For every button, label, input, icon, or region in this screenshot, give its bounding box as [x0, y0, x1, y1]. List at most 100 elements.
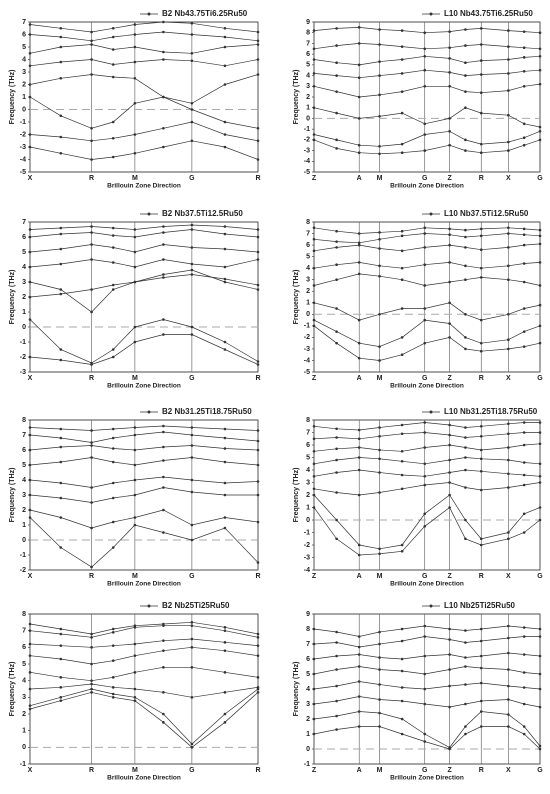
band-point	[190, 637, 194, 641]
y-tick-label: 2	[22, 81, 26, 88]
band-point	[538, 82, 542, 86]
y-tick-label: 4	[306, 467, 310, 474]
band-point	[90, 632, 93, 636]
y-tick-label: 2	[306, 492, 310, 499]
x-tick-label: M	[132, 767, 138, 774]
band-point	[522, 421, 526, 424]
x-tick-label: X	[28, 767, 33, 774]
band-line	[29, 445, 259, 451]
band-point	[90, 429, 93, 432]
band-point	[312, 29, 316, 32]
band-point	[312, 672, 316, 676]
band-point	[90, 691, 93, 694]
band-point	[256, 636, 260, 639]
band-point	[256, 480, 260, 483]
band-line	[313, 482, 541, 496]
band-point	[223, 35, 227, 39]
band-line	[313, 302, 541, 321]
band-point	[90, 687, 93, 691]
band-line	[313, 457, 541, 465]
band-line	[313, 666, 541, 675]
band-point	[335, 341, 338, 345]
band-point	[59, 546, 63, 549]
band-point	[223, 45, 227, 49]
band-point	[90, 243, 93, 246]
band-point	[111, 246, 115, 249]
band-point	[256, 691, 260, 694]
band-point	[256, 139, 260, 143]
band-point	[507, 29, 510, 32]
band-point	[312, 462, 316, 466]
band-point	[357, 635, 361, 638]
band-point	[357, 543, 361, 547]
band-point	[335, 518, 338, 522]
y-axis-label: Frequency (THz)	[9, 468, 16, 523]
y-tick-label: 0	[306, 311, 310, 318]
band-point	[522, 46, 526, 50]
band-point	[448, 433, 451, 437]
band-point	[400, 353, 404, 356]
band-point	[90, 231, 93, 234]
band-point	[256, 493, 260, 497]
band-point	[378, 668, 381, 671]
y-tick-label: -4	[304, 567, 310, 574]
band-line	[313, 243, 541, 252]
y-tick-label: 3	[306, 701, 310, 708]
band-point	[162, 318, 165, 321]
y-tick-label: 6	[306, 656, 310, 663]
band-point	[538, 481, 542, 484]
band-point	[190, 273, 194, 276]
y-tick-label: 9	[306, 611, 310, 618]
band-point	[256, 228, 260, 231]
band-point	[479, 234, 483, 238]
band-point	[162, 475, 165, 479]
band-point	[111, 631, 115, 634]
band-point	[133, 235, 137, 239]
y-tick-label: -5	[20, 169, 26, 176]
band-point	[59, 676, 63, 679]
band-point	[28, 493, 32, 497]
band-point	[162, 622, 165, 626]
band-point	[28, 516, 32, 519]
band-point	[479, 434, 483, 438]
y-tick-label: 3	[306, 479, 310, 486]
band-point	[378, 698, 381, 701]
band-point	[312, 687, 316, 691]
band-point	[507, 113, 510, 117]
band-point	[335, 330, 338, 333]
band-point	[190, 268, 194, 272]
band-point	[223, 277, 227, 281]
band-point	[357, 261, 361, 264]
band-point	[335, 90, 338, 93]
band-point	[335, 246, 338, 249]
band-point	[90, 139, 93, 143]
band-point	[162, 50, 165, 54]
band-point	[479, 27, 483, 30]
band-point	[111, 447, 115, 450]
band-point	[223, 348, 227, 351]
band-point	[423, 84, 427, 88]
x-axis-label: Brillouin Zone Direction	[390, 383, 464, 390]
band-point	[133, 426, 137, 429]
band-point	[162, 459, 165, 462]
band-point	[190, 33, 194, 36]
band-point	[335, 537, 338, 541]
band-point	[423, 687, 427, 691]
band-point	[538, 518, 542, 522]
band-point	[133, 687, 137, 691]
band-point	[464, 336, 467, 339]
band-point	[507, 432, 510, 436]
band-point	[162, 20, 165, 24]
y-tick-label: 3	[22, 694, 26, 701]
band-point	[111, 659, 115, 662]
band-point	[479, 59, 483, 62]
band-point	[423, 284, 427, 287]
band-point	[464, 732, 467, 736]
band-point	[162, 276, 165, 279]
band-point	[479, 448, 483, 452]
band-point	[423, 47, 427, 51]
band-point	[522, 461, 526, 464]
band-point	[507, 264, 510, 268]
